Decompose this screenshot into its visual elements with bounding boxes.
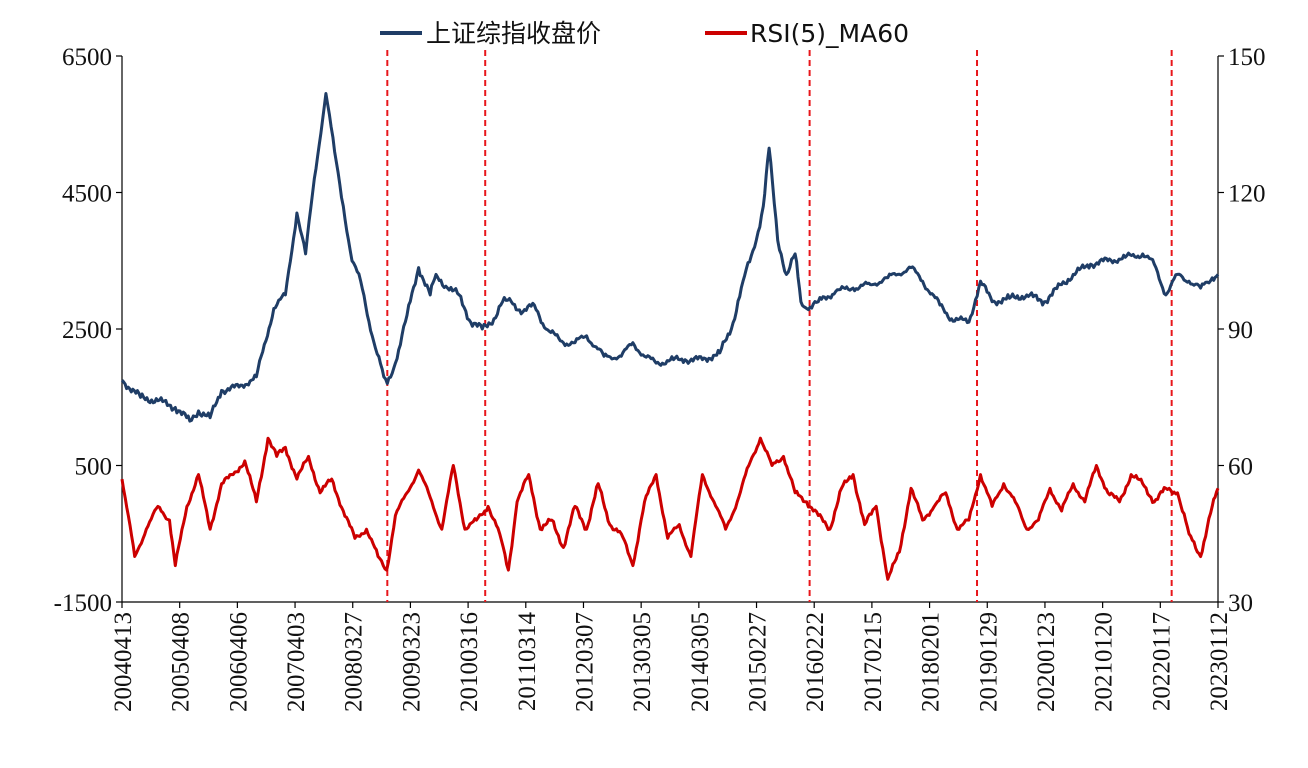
y-left-tick-label: 2500 — [62, 317, 112, 344]
y-left-tick-label: 4500 — [62, 181, 112, 208]
x-tick-label: 20150227 — [745, 612, 772, 712]
x-tick-label: 20100316 — [456, 612, 483, 712]
x-tick-label: 20160222 — [802, 612, 829, 712]
y-left-tick-label: 500 — [75, 454, 113, 481]
x-tick-label: 20070403 — [283, 612, 310, 712]
x-tick-label: 20230112 — [1206, 612, 1233, 711]
series-line-index — [120, 92, 1220, 423]
y-right-tick-label: 150 — [1228, 44, 1266, 71]
x-tick-label: 20110314 — [514, 612, 541, 712]
legend-label-index: 上证综指收盘价 — [426, 19, 601, 48]
x-tick-label: 20120307 — [571, 612, 598, 712]
event-markers — [386, 50, 1173, 602]
y-right-tick-label: 30 — [1228, 590, 1253, 617]
y-right-tick-label: 90 — [1228, 317, 1253, 344]
x-tick-label: 20220117 — [1148, 612, 1175, 711]
x-tick-label: 20090323 — [398, 612, 425, 712]
x-tick-label: 20210120 — [1091, 612, 1118, 712]
legend: 上证综指收盘价 RSI(5)_MA60 — [380, 19, 909, 48]
x-tick-label: 20060406 — [225, 612, 252, 712]
x-tick-label: 20040413 — [110, 612, 137, 712]
x-tick-label: 20170215 — [860, 612, 887, 712]
x-tick-label: 20080327 — [341, 612, 368, 712]
y-left-tick-label: -1500 — [54, 590, 112, 617]
x-tick-label: 20190129 — [975, 612, 1002, 712]
x-tick-label: 20140305 — [687, 612, 714, 712]
legend-label-rsi: RSI(5)_MA60 — [750, 19, 909, 48]
y-right-tick-label: 120 — [1228, 181, 1266, 208]
x-tick-label: 20130305 — [629, 612, 656, 712]
y-left-tick-label: 6500 — [62, 44, 112, 71]
axes: 6500 4500 2500 500 -1500 150 120 90 60 30 20040413… — [54, 44, 1266, 712]
series-layer — [120, 92, 1220, 581]
series-line-rsi — [120, 436, 1220, 581]
x-tick-label: 20200123 — [1033, 612, 1060, 712]
x-tick-label: 20050408 — [168, 612, 195, 712]
y-right-tick-label: 60 — [1228, 454, 1253, 481]
x-tick-label: 20180201 — [918, 612, 945, 712]
